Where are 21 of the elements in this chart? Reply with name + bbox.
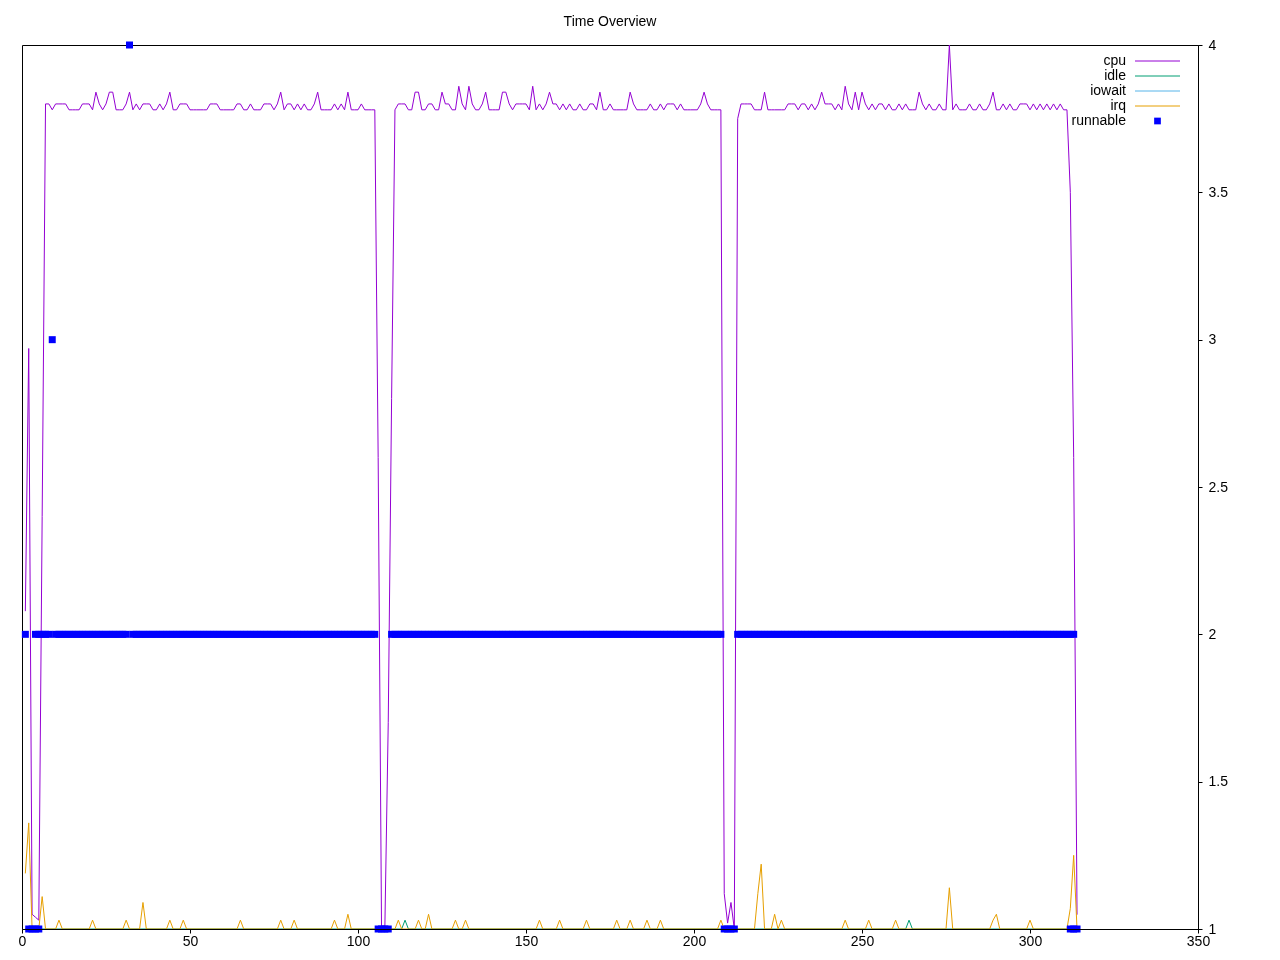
x-tick-label: 50 — [182, 932, 199, 949]
y2-tick-label: 2 — [1208, 625, 1217, 642]
y2-tick-label: 4 — [1208, 36, 1217, 53]
legend-label: irq — [1110, 97, 1126, 113]
legend-label: iowait — [1090, 82, 1127, 98]
x-tick-label: 200 — [682, 932, 707, 949]
x-tick-label: 100 — [346, 932, 371, 949]
legend-label: cpu — [1103, 52, 1126, 68]
x-tick-label: 300 — [1018, 932, 1043, 949]
x-tick-label: 250 — [850, 932, 875, 949]
y2-tick-label: 3 — [1208, 331, 1217, 348]
y2-tick-label: 1 — [1208, 920, 1217, 937]
y2-tick-label: 3.5 — [1208, 183, 1229, 200]
x-tick-label: 150 — [514, 932, 539, 949]
x-tick-label: 350 — [1186, 932, 1211, 949]
chart-title: Time Overview — [563, 13, 658, 29]
y2-tick-label: 1.5 — [1208, 773, 1229, 790]
y2-tick-label: 2.5 — [1208, 478, 1229, 495]
legend-label: idle — [1104, 67, 1127, 83]
x-tick-label: 0 — [18, 932, 27, 949]
legend-label: runnable — [1071, 112, 1127, 128]
